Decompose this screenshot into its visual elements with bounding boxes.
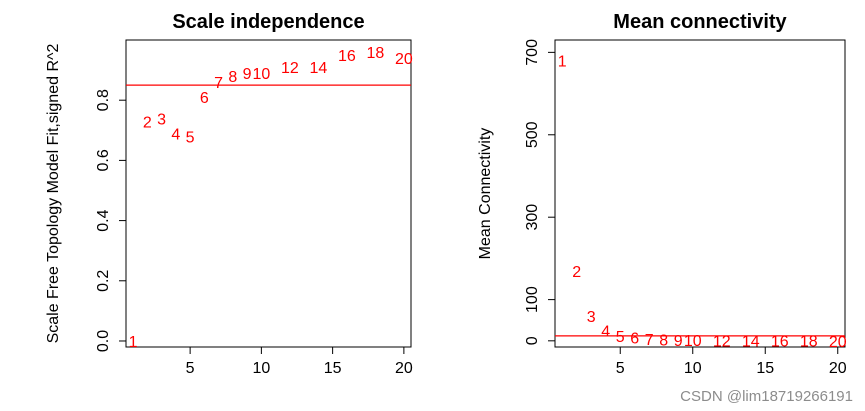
chart-title: Scale independence xyxy=(172,11,364,33)
data-point-label: 3 xyxy=(587,309,596,326)
y-tick-label: 300 xyxy=(524,204,541,231)
plot-frame xyxy=(125,39,412,348)
data-point-label: 2 xyxy=(143,114,152,131)
data-point-label: 12 xyxy=(281,60,299,77)
data-point-label: 18 xyxy=(366,45,384,62)
data-point-label: 4 xyxy=(601,324,610,341)
data-point-label: 14 xyxy=(742,333,760,350)
y-tick-label: 100 xyxy=(524,286,541,313)
data-point-label: 9 xyxy=(674,333,683,350)
chart-title: Mean connectivity xyxy=(613,11,787,33)
data-point-label: 14 xyxy=(309,60,327,77)
data-point-label: 9 xyxy=(243,66,252,83)
data-point-label: 2 xyxy=(572,264,581,281)
data-point-label: 10 xyxy=(252,66,270,83)
data-point-label: 3 xyxy=(157,111,166,128)
x-tick-label: 20 xyxy=(395,360,413,377)
x-tick-label: 5 xyxy=(616,360,625,377)
data-point-label: 7 xyxy=(645,332,654,349)
y-tick-label: 0 xyxy=(524,336,541,345)
y-tick-label: 0.4 xyxy=(95,209,112,231)
data-point-label: 8 xyxy=(659,333,668,350)
watermark: CSDN @lim18719266191 xyxy=(680,388,853,405)
data-point-label: 16 xyxy=(771,333,789,350)
y-tick-label: 0.8 xyxy=(95,89,112,111)
x-tick-label: 15 xyxy=(324,360,342,377)
data-point-label: 10 xyxy=(684,333,702,350)
y-tick-label: 0.2 xyxy=(95,270,112,292)
y-tick-label: 0.6 xyxy=(95,149,112,171)
x-tick-label: 5 xyxy=(186,360,195,377)
data-point-label: 6 xyxy=(200,90,209,107)
y-axis-label: Mean Connectivity xyxy=(477,128,494,260)
data-point-label: 16 xyxy=(338,48,356,65)
data-point-label: 20 xyxy=(395,51,413,68)
x-tick-label: 15 xyxy=(756,360,774,377)
data-point-label: 20 xyxy=(829,334,847,351)
y-axis-label: Scale Free Topology Model Fit,signed R^2 xyxy=(45,43,62,343)
data-point-label: 7 xyxy=(214,75,223,92)
y-tick-label: 700 xyxy=(524,39,541,66)
data-point-label: 4 xyxy=(171,126,180,143)
data-point-label: 8 xyxy=(228,69,237,86)
data-point-label: 1 xyxy=(558,54,567,71)
y-tick-label: 0.0 xyxy=(95,330,112,352)
y-tick-label: 500 xyxy=(524,121,541,148)
panel-scale-independence: Scale independence Scale Free Topology Mo… xyxy=(45,11,413,377)
data-point-label: 5 xyxy=(616,329,625,346)
data-point-label: 6 xyxy=(630,331,639,348)
data-point-label: 18 xyxy=(800,333,818,350)
data-point-label: 5 xyxy=(186,129,195,146)
x-tick-label: 10 xyxy=(684,360,702,377)
x-tick-label: 10 xyxy=(252,360,270,377)
x-tick-label: 20 xyxy=(829,360,847,377)
data-point-label: 1 xyxy=(129,334,138,351)
plot-frame xyxy=(554,39,846,348)
data-point-label: 12 xyxy=(713,333,731,350)
